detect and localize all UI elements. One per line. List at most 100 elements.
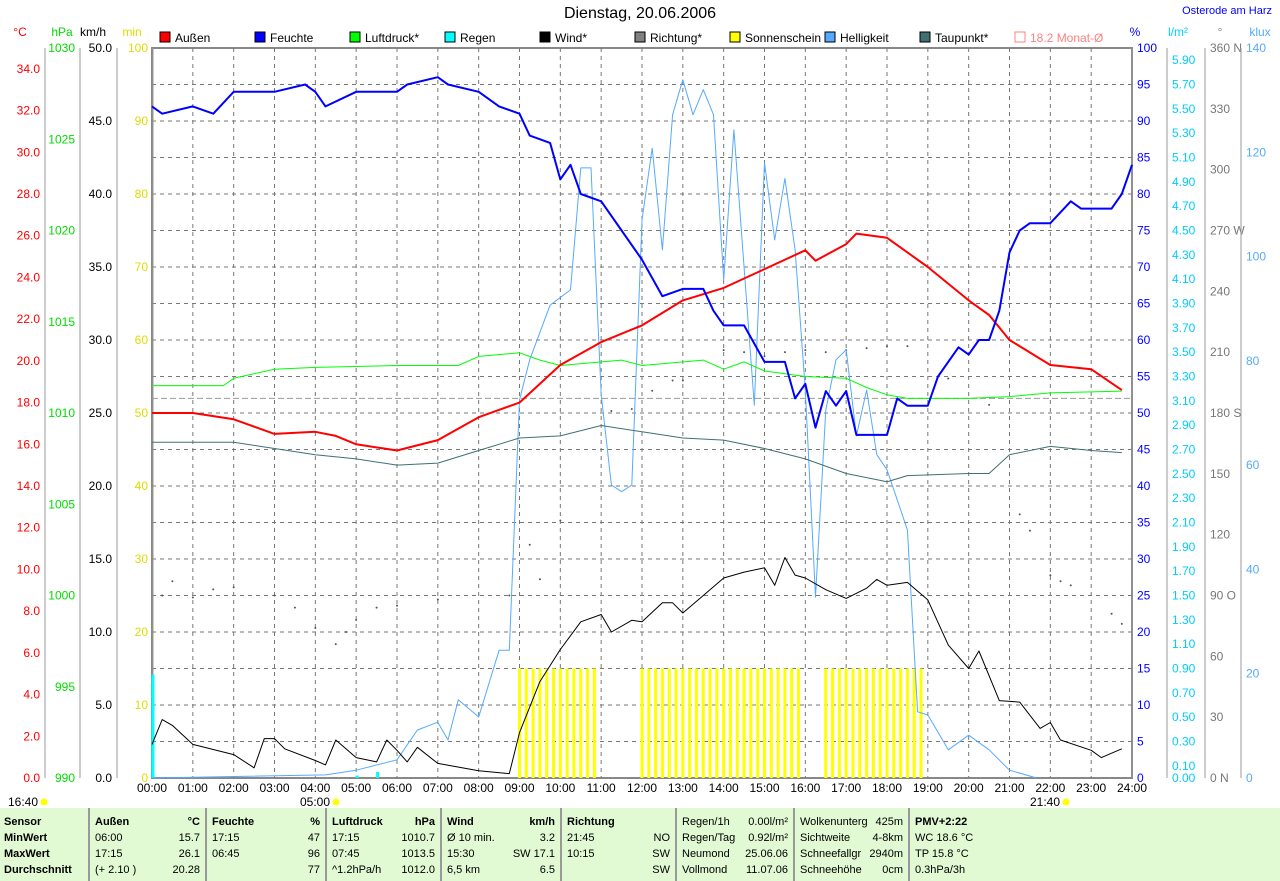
- axis-tick-temp: 20.0: [17, 354, 41, 368]
- cell: 0cm: [882, 864, 903, 876]
- weather-chart: 00:00 01:00 02:00 03:00 04:00 05:00 06:00 07:00…: [8, 25, 1271, 808]
- axis-tick-sun: 50: [135, 406, 149, 420]
- axis-tick-rain: 4.50: [1172, 224, 1196, 238]
- axis-tick-direction: 150: [1210, 467, 1230, 481]
- axis-tick-direction: 330: [1210, 102, 1230, 116]
- x-tick-label: 22:00: [1035, 781, 1065, 795]
- axis-tick-wind: 40.0: [89, 187, 113, 201]
- x-tick-label: 08:00: [464, 781, 494, 795]
- legend-label: Wind*: [555, 31, 587, 45]
- axis-tick-wind: 50.0: [89, 41, 113, 55]
- axis-tick-sun: 0: [141, 771, 148, 785]
- axis-tick-rain: 5.10: [1172, 151, 1196, 165]
- cell: Schneefallgr: [800, 848, 862, 860]
- axis-tick-temp: 16.0: [17, 437, 41, 451]
- axis-tick-light: 40: [1246, 562, 1260, 576]
- axis-tick-humidity: 60: [1137, 333, 1151, 347]
- axis-tick-wind: 30.0: [89, 333, 113, 347]
- sun-icon: [332, 798, 340, 806]
- direction-point: [171, 580, 174, 583]
- x-tick-label: 03:00: [259, 781, 289, 795]
- legend-swatch: [729, 31, 741, 43]
- direction-point: [1059, 580, 1062, 583]
- legend-label: Luftdruck*: [365, 31, 419, 45]
- axis-tick-pressure: 1005: [48, 497, 75, 511]
- direction-point: [1069, 584, 1072, 587]
- col-pmv: PMV+2:22 WC 18.6 °C TP 15.8 °C 0.3hPa/3h: [908, 808, 1280, 881]
- axis-tick-humidity: 15: [1137, 662, 1151, 676]
- cell: 6,5 km: [447, 864, 481, 876]
- direction-point: [783, 351, 786, 354]
- axis-tick-humidity: 70: [1137, 260, 1151, 274]
- axis-tick-sun: 40: [135, 479, 149, 493]
- axis-tick-sun: 30: [135, 552, 149, 566]
- axis-tick-humidity: 30: [1137, 552, 1151, 566]
- axis-tick-sun: 60: [135, 333, 149, 347]
- x-tick-label: 04:00: [300, 781, 330, 795]
- direction-point: [436, 598, 439, 601]
- x-tick-label: 13:00: [668, 781, 698, 795]
- x-tick-label: 07:00: [423, 781, 453, 795]
- legend-swatch: [349, 31, 361, 43]
- axis-tick-rain: 5.90: [1172, 53, 1196, 67]
- legend-swatch: [539, 31, 551, 43]
- direction-point: [804, 349, 807, 352]
- direction-point: [1028, 529, 1031, 532]
- axis-tick-temp: 4.0: [23, 688, 40, 702]
- cell: 06:45: [212, 848, 240, 860]
- axis-tick-direction: 210: [1210, 345, 1230, 359]
- cell: 3.2: [539, 832, 555, 844]
- axis-tick-wind: 45.0: [89, 114, 113, 128]
- direction-point: [865, 347, 868, 350]
- axis-tick-pressure: 1025: [48, 132, 75, 146]
- x-tick-label: 19:00: [913, 781, 943, 795]
- direction-point: [161, 594, 164, 597]
- cell: 17:15: [332, 832, 360, 844]
- axis-tick-wind: 20.0: [89, 479, 113, 493]
- axis-tick-rain: 3.10: [1172, 394, 1196, 408]
- axis-tick-wind: 0.0: [95, 771, 112, 785]
- legend-label: Helligkeit: [840, 31, 889, 45]
- sun-icon: [1062, 798, 1070, 806]
- axis-tick-temp: 0.0: [23, 771, 40, 785]
- cell: 47: [307, 832, 320, 844]
- axis-tick-pressure: 995: [55, 680, 75, 694]
- axis-tick-pressure: 1000: [48, 589, 75, 603]
- cell: Regen/1h: [682, 816, 730, 828]
- x-tick-label: 09:00: [504, 781, 534, 795]
- x-tick-label: 14:00: [709, 781, 739, 795]
- direction-point: [314, 626, 317, 629]
- axis-tick-humidity: 45: [1137, 443, 1151, 457]
- cell: 15.7: [178, 832, 200, 844]
- axis-tick-rain: 3.30: [1172, 370, 1196, 384]
- axis-tick-light: 60: [1246, 458, 1260, 472]
- direction-point: [273, 594, 276, 597]
- direction-point: [906, 345, 909, 348]
- location-link[interactable]: Osterode am Harz: [1182, 5, 1272, 17]
- summary-table: Sensor MinWert MaxWert Durchschnitt Auße…: [0, 808, 1280, 881]
- header-wind: Wind: [447, 816, 474, 828]
- legend-swatch: [254, 31, 266, 43]
- axis-tick-rain: 5.30: [1172, 126, 1196, 140]
- unit-luftdruck: hPa: [414, 816, 435, 828]
- direction-point: [375, 606, 378, 609]
- axis-tick-humidity: 65: [1137, 297, 1151, 311]
- axis-unit-direction: °: [1218, 25, 1223, 39]
- x-tick-label: 02:00: [219, 781, 249, 795]
- axis-tick-humidity: 50: [1137, 406, 1151, 420]
- cell: SW 17.1: [512, 848, 555, 860]
- axis-tick-humidity: 5: [1137, 735, 1144, 749]
- axis-tick-light: 120: [1246, 145, 1266, 159]
- x-tick-label: 12:00: [627, 781, 657, 795]
- direction-point: [191, 596, 194, 599]
- axis-tick-sun: 80: [135, 187, 149, 201]
- cell: 07:45: [332, 848, 360, 860]
- cell: Regen/Tag: [682, 832, 736, 844]
- sun-hours-label: 16:40: [8, 795, 38, 808]
- axis-tick-direction: 0 N: [1210, 771, 1229, 785]
- series-line-pressure: [152, 352, 1122, 399]
- axis-tick-rain: 3.90: [1172, 297, 1196, 311]
- axis-tick-rain: 2.50: [1172, 467, 1196, 481]
- x-tick-label: 24:00: [1117, 781, 1147, 795]
- cell: Wolkenunterg: [800, 816, 868, 828]
